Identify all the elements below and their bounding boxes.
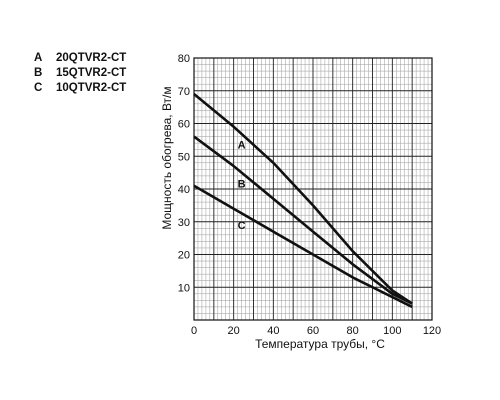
series-line-b: [193, 135, 413, 305]
x-tick-label: 120: [423, 325, 441, 337]
series-lines: [193, 92, 413, 309]
legend-item: C 10QTVR2-CT: [34, 81, 126, 96]
y-tick-label: 70: [178, 86, 190, 98]
series-label-c: C: [238, 220, 246, 232]
legend-key: A: [34, 52, 43, 64]
series-line-c: [193, 184, 413, 309]
x-tick-label: 100: [383, 325, 401, 337]
legend-key: B: [34, 67, 43, 79]
series-line-a: [193, 92, 413, 305]
y-tick-labels: 10 20 30 40 50 60 70 80: [178, 53, 190, 294]
legend-text: 15QTVR2-CT: [56, 67, 127, 79]
series-label-a: A: [238, 139, 246, 151]
series-labels: A B C: [238, 139, 246, 232]
y-tick-label: 50: [178, 151, 190, 163]
x-tick-labels: 0 20 40 60 80 100 120: [191, 325, 441, 337]
legend-key: C: [34, 82, 43, 94]
y-tick-label: 10: [178, 282, 190, 294]
legend-text: 10QTVR2-CT: [56, 82, 127, 94]
plot-frame: [193, 57, 433, 321]
y-tick-label: 80: [178, 53, 190, 65]
x-tick-label: 60: [307, 325, 319, 337]
y-tick-label: 60: [178, 119, 190, 131]
y-tick-label: 20: [178, 250, 190, 262]
x-tick-label: 80: [347, 325, 359, 337]
y-tick-label: 40: [178, 184, 190, 196]
x-tick-label: 40: [267, 325, 279, 337]
series-label-b: B: [238, 178, 246, 190]
x-axis-label: Температура трубы, °C: [255, 337, 385, 351]
legend-item: A 20QTVR2-CT: [34, 51, 126, 66]
x-tick-label: 0: [191, 325, 197, 337]
y-tick-label: 30: [178, 217, 190, 229]
legend-text: 20QTVR2-CT: [56, 52, 127, 64]
y-axis-label: Мощность обогрева, Вт/м: [160, 86, 174, 229]
legend-item: B 15QTVR2-CT: [34, 66, 126, 81]
legend: A 20QTVR2-CT B 15QTVR2-CT C 10QTVR2-CT: [34, 51, 126, 96]
x-tick-label: 20: [228, 325, 240, 337]
